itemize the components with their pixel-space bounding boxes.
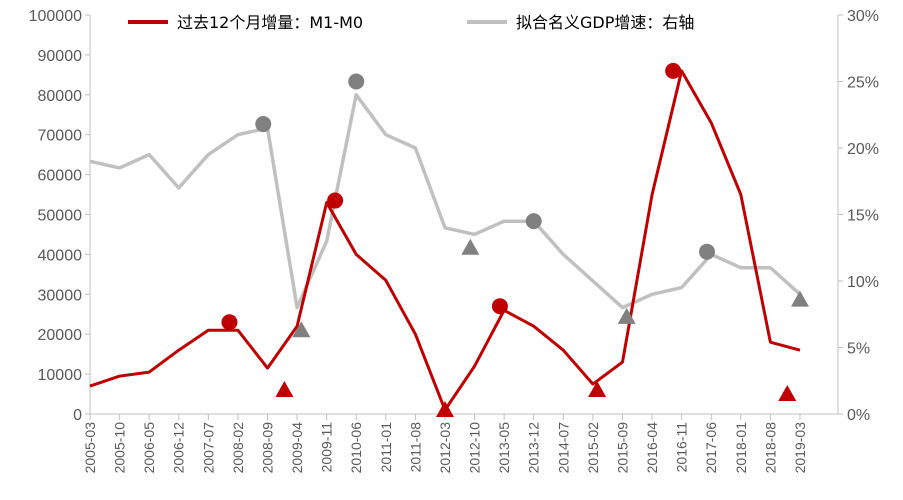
x-tick-label: 2006-12: [171, 422, 187, 474]
x-tick-label: 2009-11: [319, 422, 335, 473]
x-tick-label: 2008-09: [259, 422, 275, 474]
x-tick-label: 2014-07: [555, 422, 571, 474]
y-right-tick-label: 30%: [847, 8, 879, 25]
peak-marker-m1m0: [665, 62, 682, 79]
x-tick-label: 2010-06: [348, 422, 364, 474]
x-tick-label: 2011-08: [407, 422, 423, 473]
peak-marker-m1m0: [327, 192, 344, 209]
x-tick-label: 2008-02: [230, 422, 246, 474]
legend-label-m1m0: 过去12个月增量：M1-M0: [177, 13, 363, 32]
y-left-tick-label: 10000: [38, 367, 83, 384]
peak-marker-m1m0: [221, 314, 238, 331]
x-tick-label: 2016-11: [674, 422, 690, 473]
y-axis-left: 0 10000 20000 30000 40000 50000 60000 70000 8000…: [29, 8, 90, 424]
trough-marker-m1m0: [588, 381, 607, 398]
y-left-tick-label: 60000: [38, 168, 83, 185]
y-right-tick-label: 5%: [847, 341, 870, 358]
x-tick-label: 2006-05: [141, 422, 157, 474]
x-tick-label: 2009-04: [289, 422, 305, 474]
y-left-tick-label: 70000: [38, 128, 83, 145]
y-left-tick-label: 90000: [38, 48, 83, 65]
x-tick-label: 2013-12: [526, 422, 542, 474]
peak-marker-gdp: [525, 213, 542, 230]
x-tick-label: 2013-05: [496, 422, 512, 474]
series-line-gdp: [89, 93, 802, 310]
y-left-tick-label: 0: [73, 407, 82, 424]
peak-marker-gdp: [348, 73, 365, 90]
x-tick-label: 2012-10: [467, 422, 483, 474]
axes: [89, 15, 839, 415]
series-line-m1m0: [89, 69, 801, 412]
x-axis: 2005-03 2005-10 2006-05 2006-12 2007-07 2008-…: [82, 414, 808, 473]
x-tick-label: 2012-03: [437, 422, 453, 474]
trough-marker-gdp: [461, 238, 480, 255]
legend-label-gdp: 拟合名义GDP增速：右轴: [516, 13, 694, 32]
peak-marker-gdp: [698, 243, 715, 260]
y-left-tick-label: 40000: [38, 247, 83, 264]
x-tick-label: 2015-09: [614, 422, 630, 474]
y-right-tick-label: 25%: [847, 75, 879, 92]
trough-marker-m1m0: [275, 381, 294, 398]
x-tick-label: 2007-07: [200, 422, 216, 474]
y-left-tick-label: 30000: [38, 287, 83, 304]
y-right-tick-label: 15%: [847, 208, 879, 225]
x-tick-label: 2019-03: [792, 422, 808, 474]
trough-marker-gdp: [790, 290, 809, 307]
x-tick-label: 2015-02: [585, 422, 601, 474]
x-tick-label: 2017-06: [703, 422, 719, 474]
y-right-tick-label: 10%: [847, 274, 879, 291]
series-layer: [89, 69, 802, 412]
markers-layer: [221, 62, 809, 418]
x-tick-label: 2005-03: [82, 422, 98, 474]
x-tick-label: 2018-08: [762, 422, 778, 474]
y-left-tick-label: 20000: [38, 327, 83, 344]
x-tick-label: 2005-10: [112, 422, 128, 474]
y-left-tick-label: 50000: [38, 208, 83, 225]
x-tick-label: 2016-04: [644, 422, 660, 474]
trough-marker-m1m0: [435, 401, 454, 418]
x-tick-label: 2011-01: [378, 422, 394, 473]
x-tick-label: 2018-01: [733, 422, 749, 474]
trough-marker-m1m0: [778, 385, 797, 402]
legend: 过去12个月增量：M1-M0 拟合名义GDP增速：右轴: [128, 13, 694, 32]
trough-marker-gdp: [292, 321, 311, 338]
y-right-tick-label: 20%: [847, 141, 879, 158]
peak-marker-m1m0: [491, 298, 508, 315]
peak-marker-gdp: [255, 116, 272, 133]
y-left-tick-label: 80000: [38, 88, 83, 105]
y-axis-right: 0% 5% 10% 15% 20% 25% 30%: [838, 8, 879, 424]
trough-marker-gdp: [617, 307, 636, 324]
y-left-tick-label: 100000: [29, 8, 82, 25]
y-right-tick-label: 0%: [847, 407, 870, 424]
